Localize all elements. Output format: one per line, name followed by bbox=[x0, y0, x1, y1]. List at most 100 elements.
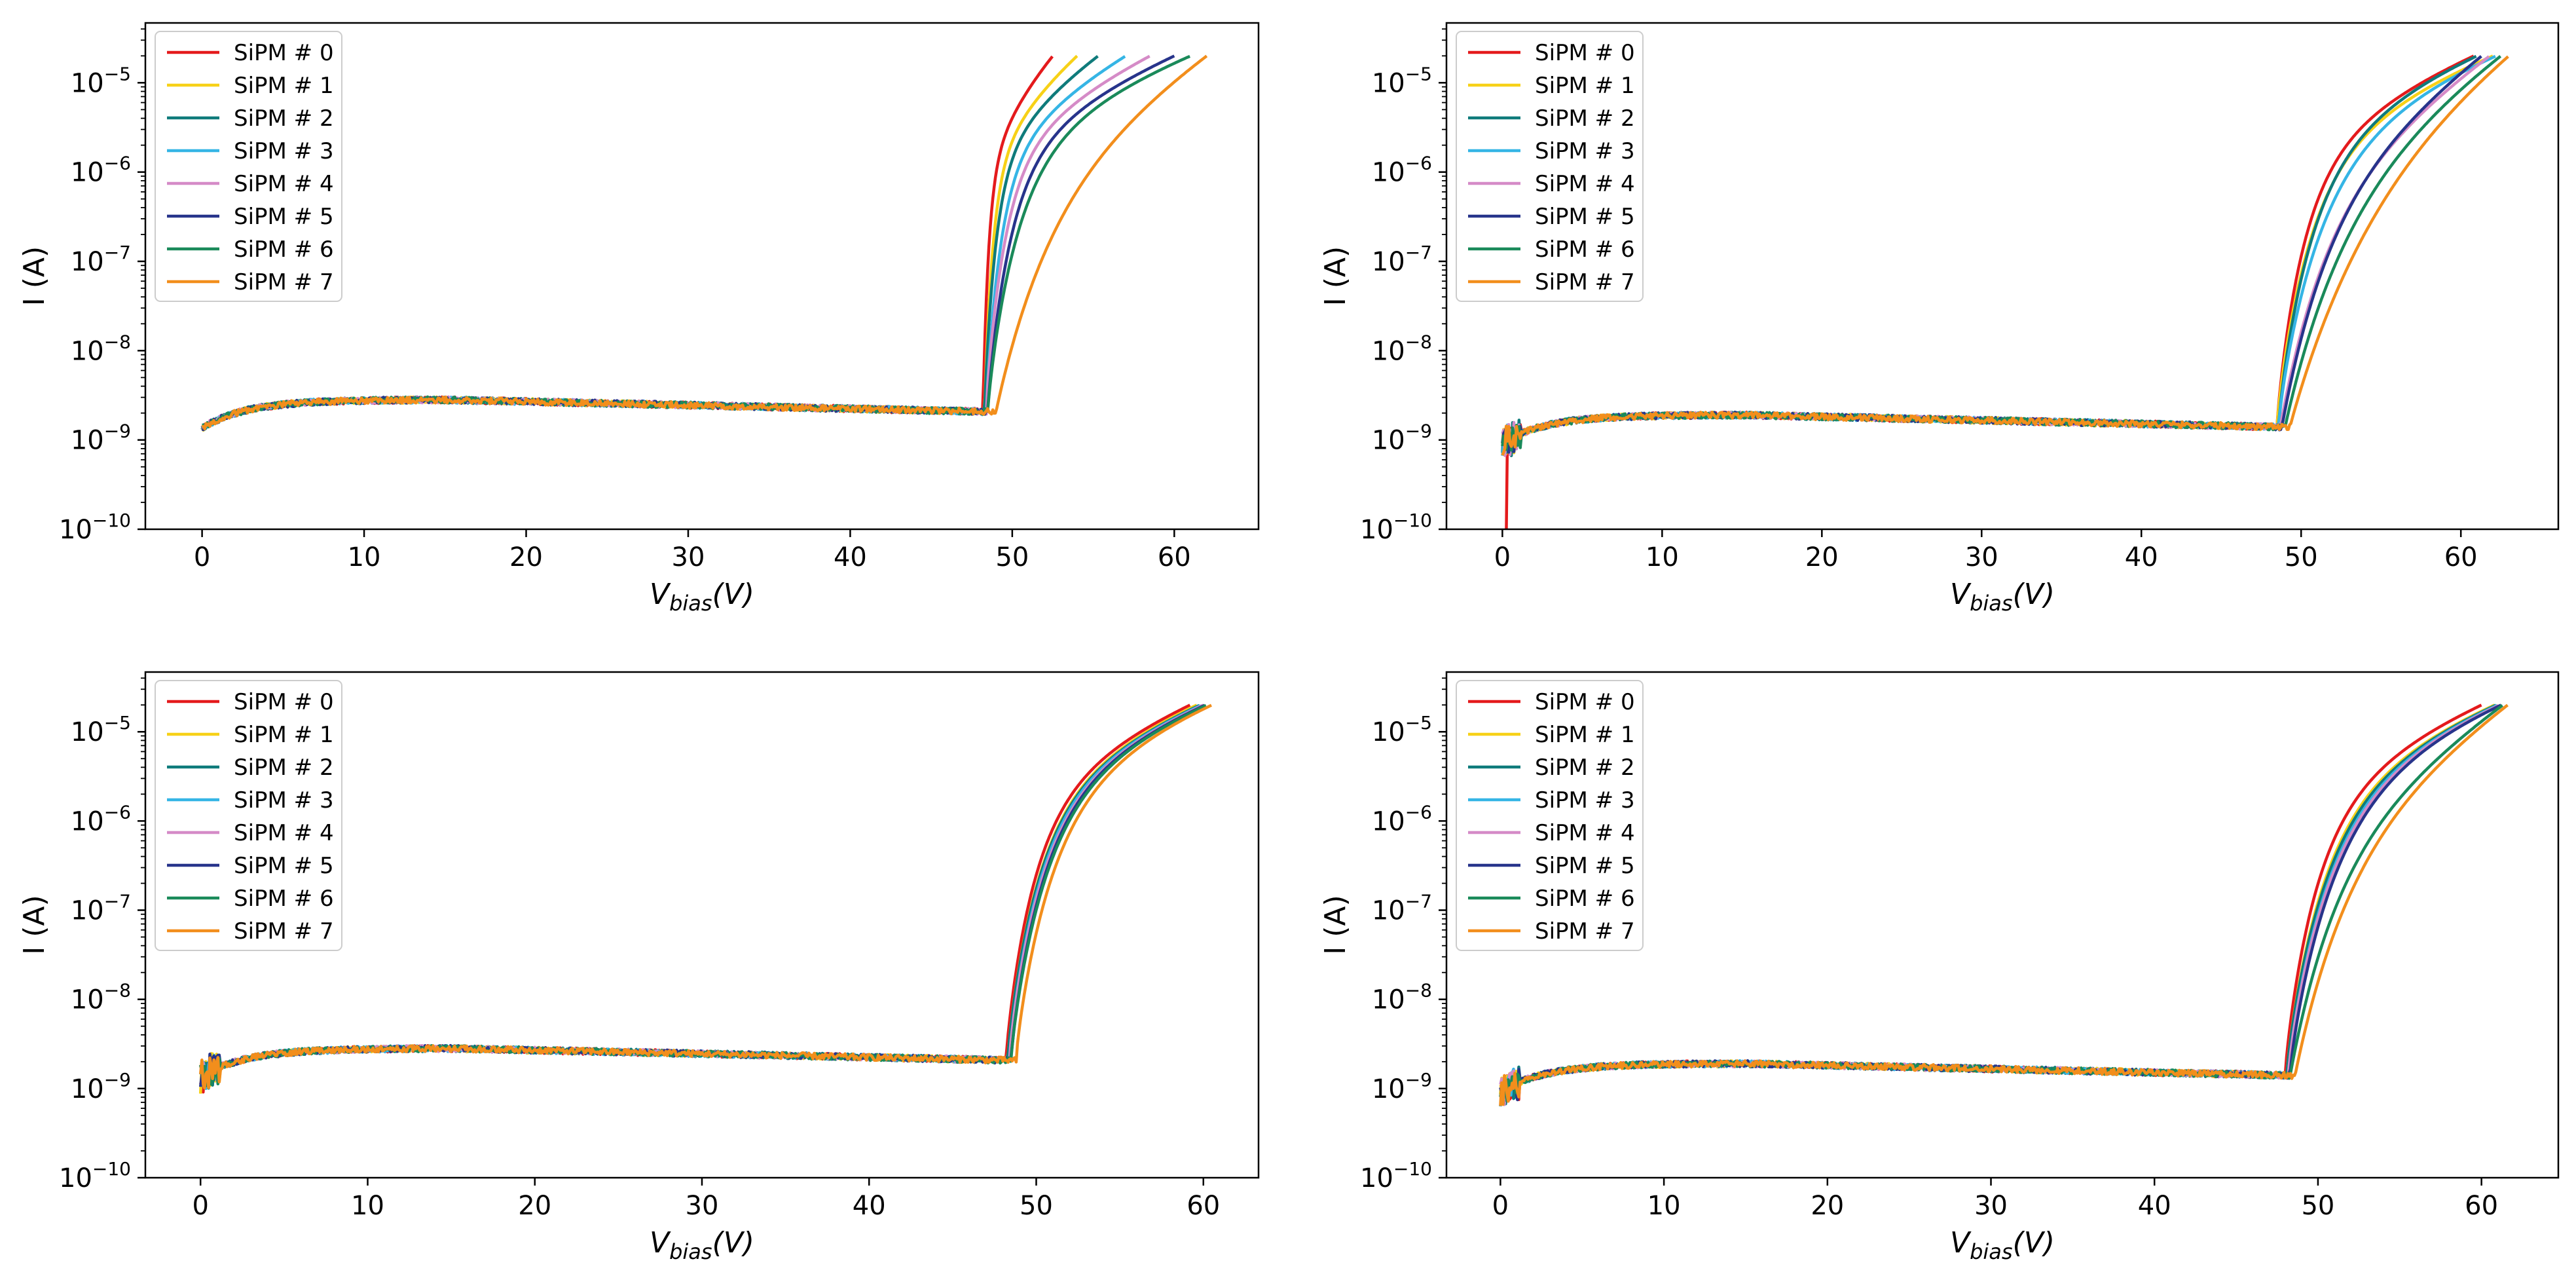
x-tick-label: 10 bbox=[1647, 1191, 1681, 1221]
x-tick-label: 20 bbox=[509, 542, 543, 572]
series-line-2 bbox=[1501, 54, 2477, 457]
y-tick-label: 10−10 bbox=[59, 1158, 131, 1193]
y-axis-label: I (A) bbox=[18, 246, 51, 306]
y-tick-label: 10−8 bbox=[1372, 331, 1432, 366]
x-axis-label: Vbias(V) bbox=[650, 1226, 754, 1264]
legend-label: SiPM # 4 bbox=[234, 820, 334, 846]
legend-label: SiPM # 6 bbox=[1535, 886, 1635, 912]
series-line-5 bbox=[1501, 55, 2482, 454]
axes-frame bbox=[1445, 671, 2560, 1179]
series-line-4 bbox=[1499, 704, 2499, 1106]
legend-label: SiPM # 4 bbox=[1535, 171, 1635, 197]
y-tick-label: 10−5 bbox=[1372, 712, 1432, 747]
x-tick-label: 20 bbox=[518, 1191, 551, 1221]
axes-frame bbox=[1445, 22, 2560, 531]
panel-bottom-right: 0 10 20 30 40 50 60 10−10 10−9 10−8 10−7 10−6 10−5 Vb… bbox=[1319, 671, 2560, 1264]
x-tick-label: 30 bbox=[1965, 542, 1998, 572]
legend-box bbox=[155, 31, 342, 302]
x-tick-label: 0 bbox=[1492, 1191, 1509, 1221]
legend-label: SiPM # 4 bbox=[234, 171, 334, 197]
series-line-1 bbox=[198, 703, 1198, 1094]
legend-label: SiPM # 3 bbox=[1535, 138, 1635, 164]
x-tick-label: 50 bbox=[2301, 1191, 2334, 1221]
y-tick-label: 10−5 bbox=[71, 63, 131, 98]
curves-group bbox=[1499, 703, 2509, 1107]
y-tick-label: 10−6 bbox=[71, 153, 131, 188]
x-tick-label: 50 bbox=[2285, 542, 2318, 572]
series-line-3 bbox=[1499, 703, 2498, 1107]
y-tick-label: 10−6 bbox=[71, 801, 131, 836]
y-tick-label: 10−10 bbox=[1360, 1158, 1432, 1193]
x-tick-label: 10 bbox=[351, 1191, 384, 1221]
x-tick-label: 40 bbox=[834, 542, 867, 572]
x-tick-label: 10 bbox=[1646, 542, 1679, 572]
panel-bottom-left: 0 10 20 30 40 50 60 10−10 10−9 10−8 10−7 10−6 10−5 Vb… bbox=[18, 671, 1260, 1264]
y-tick-label: 10−7 bbox=[1372, 891, 1432, 926]
series-line-0 bbox=[1505, 54, 2475, 529]
series-line-6 bbox=[202, 54, 1191, 430]
y-tick-label: 10−10 bbox=[59, 510, 131, 545]
legend-label: SiPM # 5 bbox=[1535, 204, 1635, 230]
y-tick-label: 10−9 bbox=[1372, 1069, 1432, 1104]
legend-label: SiPM # 7 bbox=[1535, 269, 1635, 295]
series-line-7 bbox=[1499, 703, 2509, 1106]
legend-label: SiPM # 0 bbox=[234, 40, 334, 66]
legend-label: SiPM # 0 bbox=[1535, 40, 1635, 66]
y-tick-label: 10−9 bbox=[1372, 421, 1432, 456]
y-tick-label: 10−7 bbox=[71, 242, 131, 277]
panel-top-left: 0 10 20 30 40 50 60 10−10 10−9 10−8 10−7 10−6 10−5 Vb… bbox=[18, 22, 1260, 616]
y-tick-label: 10−6 bbox=[1372, 153, 1432, 188]
legend-label: SiPM # 2 bbox=[234, 755, 334, 781]
x-tick-label: 0 bbox=[193, 1191, 209, 1221]
x-tick-label: 0 bbox=[194, 542, 210, 572]
series-line-5 bbox=[1499, 703, 2502, 1106]
x-tick-label: 0 bbox=[1494, 542, 1511, 572]
series-line-3 bbox=[1501, 54, 2496, 457]
legend-label: SiPM # 7 bbox=[234, 918, 334, 945]
curves-group bbox=[1501, 54, 2509, 529]
x-tick-label: 10 bbox=[348, 542, 381, 572]
series-line-0 bbox=[199, 703, 1191, 1094]
legend-box bbox=[1456, 680, 1644, 951]
x-tick-label: 60 bbox=[1158, 542, 1191, 572]
series-line-0 bbox=[1499, 703, 2482, 1102]
x-tick-label: 60 bbox=[2444, 542, 2478, 572]
series-line-6 bbox=[1501, 55, 2502, 452]
x-axis-label: Vbias(V) bbox=[650, 578, 754, 616]
legend-label: SiPM # 5 bbox=[234, 204, 334, 230]
legend-label: SiPM # 1 bbox=[1535, 722, 1635, 748]
x-tick-label: 60 bbox=[2465, 1191, 2498, 1221]
x-tick-label: 40 bbox=[2138, 1191, 2171, 1221]
legend-label: SiPM # 7 bbox=[234, 269, 334, 295]
x-tick-label: 20 bbox=[1811, 1191, 1844, 1221]
x-tick-label: 40 bbox=[2125, 542, 2158, 572]
legend-label: SiPM # 4 bbox=[1535, 820, 1635, 846]
legend-label: SiPM # 1 bbox=[234, 73, 334, 99]
legend-label: SiPM # 7 bbox=[1535, 918, 1635, 945]
series-line-7 bbox=[1501, 55, 2509, 456]
legend-label: SiPM # 6 bbox=[234, 236, 334, 263]
y-tick-label: 10−5 bbox=[71, 712, 131, 747]
curves-group bbox=[198, 703, 1213, 1094]
series-line-4 bbox=[200, 703, 1204, 1088]
y-tick-label: 10−10 bbox=[1360, 510, 1432, 545]
axes-frame bbox=[144, 22, 1260, 531]
x-tick-label: 40 bbox=[853, 1191, 886, 1221]
legend-label: SiPM # 2 bbox=[234, 105, 334, 132]
y-axis-label: I (A) bbox=[18, 895, 51, 954]
legend-box bbox=[1456, 31, 1644, 302]
legend-label: SiPM # 2 bbox=[1535, 755, 1635, 781]
legend-label: SiPM # 0 bbox=[1535, 689, 1635, 715]
y-tick-label: 10−5 bbox=[1372, 63, 1432, 98]
x-tick-label: 60 bbox=[1187, 1191, 1220, 1221]
legend-label: SiPM # 0 bbox=[234, 689, 334, 715]
y-axis-label: I (A) bbox=[1319, 895, 1352, 954]
legend-label: SiPM # 6 bbox=[234, 886, 334, 912]
series-line-5 bbox=[198, 703, 1205, 1087]
y-tick-label: 10−7 bbox=[1372, 242, 1432, 277]
series-line-6 bbox=[1499, 704, 2503, 1103]
panel-top-right: 0 10 20 30 40 50 60 10−10 10−9 10−8 10−7 10−6 10−5 Vb… bbox=[1319, 22, 2560, 616]
y-axis-label: I (A) bbox=[1319, 246, 1352, 306]
series-line-1 bbox=[1501, 54, 2493, 455]
x-tick-label: 30 bbox=[672, 542, 705, 572]
